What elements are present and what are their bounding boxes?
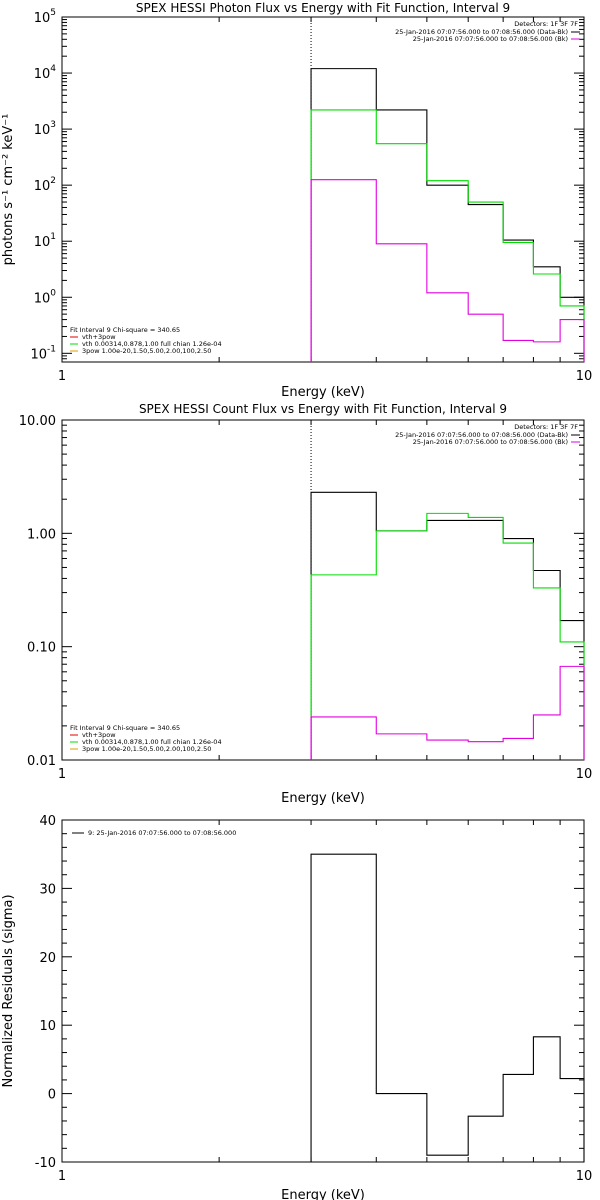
series-2-histogram [310, 512, 585, 760]
fit-header: Fit Interval 9 Chi-square = 340.65 [70, 326, 180, 334]
y-tick-exponent: 5 [50, 8, 56, 18]
x-tick-label: 10 [576, 767, 593, 782]
y-tick-label: 0.01 [27, 754, 56, 769]
y-tick-base: 10 [34, 179, 51, 194]
series-1-histogram [310, 491, 585, 760]
y-tick-exponent: 4 [50, 64, 56, 74]
y-tick-base: 10 [34, 67, 51, 82]
y-tick-label: 20 [39, 951, 56, 966]
series-1-histogram [310, 853, 585, 1162]
y-tick-label: 10-1 [30, 344, 56, 362]
legend-entry: 25-Jan-2016 07:07:56.000 to 07:08:56.000… [413, 35, 568, 43]
fit-legend-entry: 3pow 1.00e-20,1.50,5.00,2.00,100,2.50 [82, 745, 211, 753]
chart-title: SPEX HESSI Count Flux vs Energy with Fit… [139, 402, 507, 416]
legend-entry: 9: 25-Jan-2016 07:07:56.000 to 07:08:56.… [88, 829, 236, 837]
fit-legend-entry: vth+3pow [82, 333, 116, 341]
y-tick-label: 40 [39, 814, 56, 829]
y-tick-base: 10 [34, 123, 51, 138]
plot-frame [61, 819, 585, 1163]
x-axis-label: Energy (keV) [281, 791, 365, 806]
chart-title: SPEX HESSI Photon Flux vs Energy with Fi… [136, 1, 510, 15]
y-tick-label: 0 [48, 1088, 56, 1103]
y-tick-label: 1.00 [27, 527, 56, 542]
y-tick-base: 10 [34, 291, 51, 306]
plot-frame [61, 16, 585, 363]
panel-1: SPEX HESSI Photon Flux vs Energy with Fi… [1, 1, 592, 400]
x-axis-label: Energy (keV) [281, 385, 365, 400]
y-tick-exponent: 3 [50, 120, 56, 130]
y-tick-base: 10 [34, 235, 51, 250]
series-3-histogram [310, 665, 585, 760]
fit-legend-entry: 3pow 1.00e-20,1.50,5.00,2.00,100,2.50 [82, 347, 211, 355]
series-1-histogram [310, 68, 585, 362]
detectors-label: Detectors: 1F 3F 7F [514, 20, 578, 28]
x-tick-label: 10 [576, 369, 593, 384]
y-tick-exponent: 1 [50, 232, 56, 242]
y-tick-exponent: 2 [50, 176, 56, 186]
legend-entry: 25-Jan-2016 07:07:56.000 to 07:08:56.000… [395, 431, 568, 439]
y-tick-label: 10 [39, 1019, 56, 1034]
series-2-histogram [310, 109, 585, 362]
fit-header: Fit Interval 9 Chi-square = 340.65 [70, 724, 180, 732]
legend-entry: 25-Jan-2016 07:07:56.000 to 07:08:56.000… [413, 438, 568, 446]
fit-legend-entry: vth 0.00314,0.878,1.00 full chian 1.26e-… [82, 738, 222, 746]
x-tick-label: 1 [58, 767, 66, 782]
y-tick-label: 30 [39, 882, 56, 897]
x-tick-label: 10 [576, 1169, 593, 1184]
y-tick-base: 10 [30, 347, 47, 362]
y-tick-label: 101 [34, 232, 56, 250]
legend-entry: 25-Jan-2016 07:07:56.000 to 07:08:56.000… [395, 28, 568, 36]
fit-legend-entry: vth 0.00314,0.878,1.00 full chian 1.26e-… [82, 340, 222, 348]
detectors-label: Detectors: 1F 3F 7F [514, 423, 578, 431]
y-tick-exponent: -1 [47, 344, 56, 354]
y-axis-label: Normalized Residuals (sigma) [1, 894, 16, 1087]
y-tick-label: 102 [34, 176, 56, 194]
y-axis-label: photons s⁻¹ cm⁻² keV⁻¹ [1, 114, 16, 266]
y-tick-label: 0.10 [27, 641, 56, 656]
x-axis-label: Energy (keV) [281, 1188, 365, 1200]
x-tick-label: 1 [58, 369, 66, 384]
panel-2: SPEX HESSI Count Flux vs Energy with Fit… [19, 402, 592, 806]
y-tick-base: 10 [34, 11, 51, 26]
panel-3: 1 10 40 30 20 10 0 -10 Energy (keV) Normalized Re… [1, 814, 592, 1200]
y-tick-label: 104 [34, 64, 57, 82]
fit-legend-entry: vth+3pow [82, 731, 116, 739]
y-tick-label: 105 [34, 8, 56, 26]
y-tick-label: 10.00 [19, 414, 56, 429]
y-tick-label: -10 [35, 1156, 56, 1171]
y-tick-label: 103 [34, 120, 56, 138]
y-tick-label: 100 [34, 288, 57, 306]
y-tick-exponent: 0 [50, 288, 56, 298]
x-tick-label: 1 [58, 1169, 66, 1184]
series-3-histogram [310, 179, 585, 362]
plot-frame [61, 419, 585, 761]
